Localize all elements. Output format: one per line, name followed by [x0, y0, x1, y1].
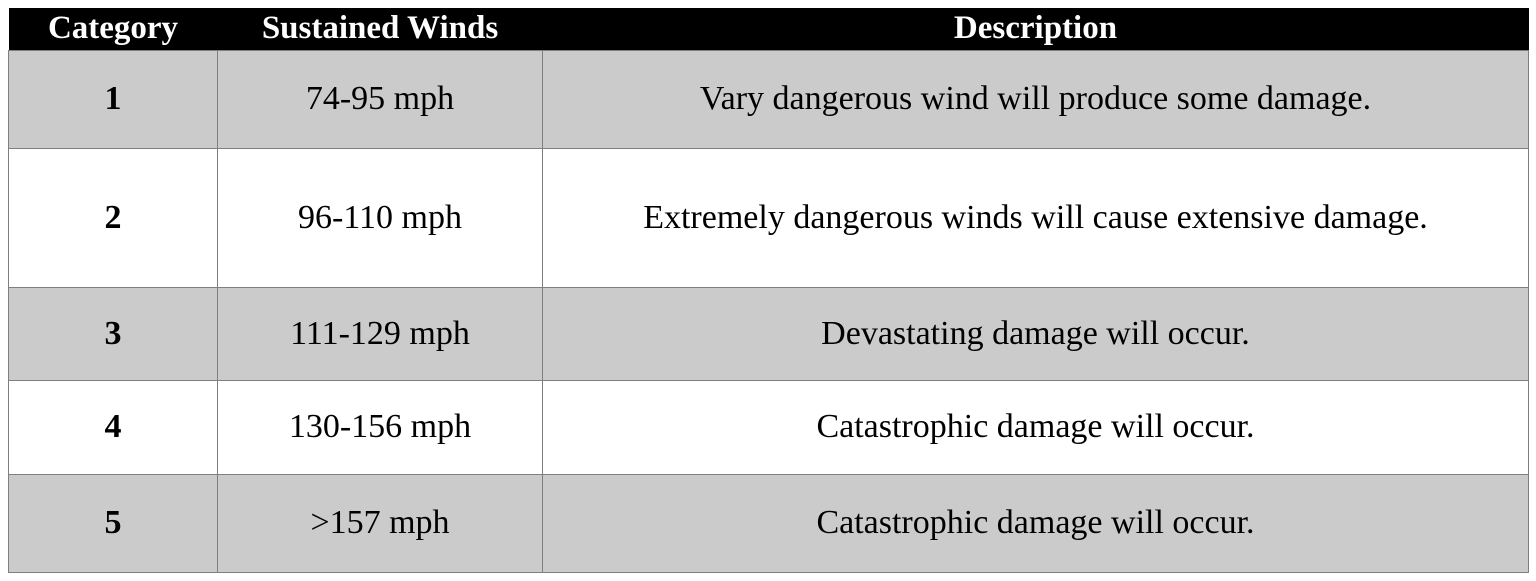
- description-cell: Extremely dangerous winds will cause ext…: [542, 147, 1529, 288]
- table-row: 1 74-95 mph Vary dangerous wind will pro…: [8, 49, 1529, 149]
- table-body: 1 74-95 mph Vary dangerous wind will pro…: [8, 49, 1529, 573]
- category-cell: 3: [8, 286, 218, 381]
- winds-cell: 130-156 mph: [217, 379, 543, 475]
- table-header: Category Sustained Winds Description: [8, 8, 1529, 50]
- hurricane-category-table: Category Sustained Winds Description 1 7…: [8, 8, 1529, 573]
- winds-cell: 96-110 mph: [217, 147, 543, 288]
- description-cell: Vary dangerous wind will produce some da…: [542, 49, 1529, 149]
- category-cell: 4: [8, 379, 218, 475]
- category-cell: 2: [8, 147, 218, 288]
- header-category: Category: [47, 10, 179, 47]
- header-sustained-winds: Sustained Winds: [261, 10, 499, 47]
- table-row: 3 111-129 mph Devastating damage will oc…: [8, 286, 1529, 381]
- winds-cell: >157 mph: [217, 473, 543, 573]
- table-row: 4 130-156 mph Catastrophic damage will o…: [8, 379, 1529, 475]
- winds-cell: 74-95 mph: [217, 49, 543, 149]
- category-cell: 5: [8, 473, 218, 573]
- table-row: 5 >157 mph Catastrophic damage will occu…: [8, 473, 1529, 573]
- header-row: Category Sustained Winds Description: [8, 8, 1529, 50]
- description-cell: Catastrophic damage will occur.: [542, 379, 1529, 475]
- header-description: Description: [953, 10, 1118, 47]
- description-cell: Catastrophic damage will occur.: [542, 473, 1529, 573]
- winds-cell: 111-129 mph: [217, 286, 543, 381]
- category-cell: 1: [8, 49, 218, 149]
- description-cell: Devastating damage will occur.: [542, 286, 1529, 381]
- table-row: 2 96-110 mph Extremely dangerous winds w…: [8, 147, 1529, 288]
